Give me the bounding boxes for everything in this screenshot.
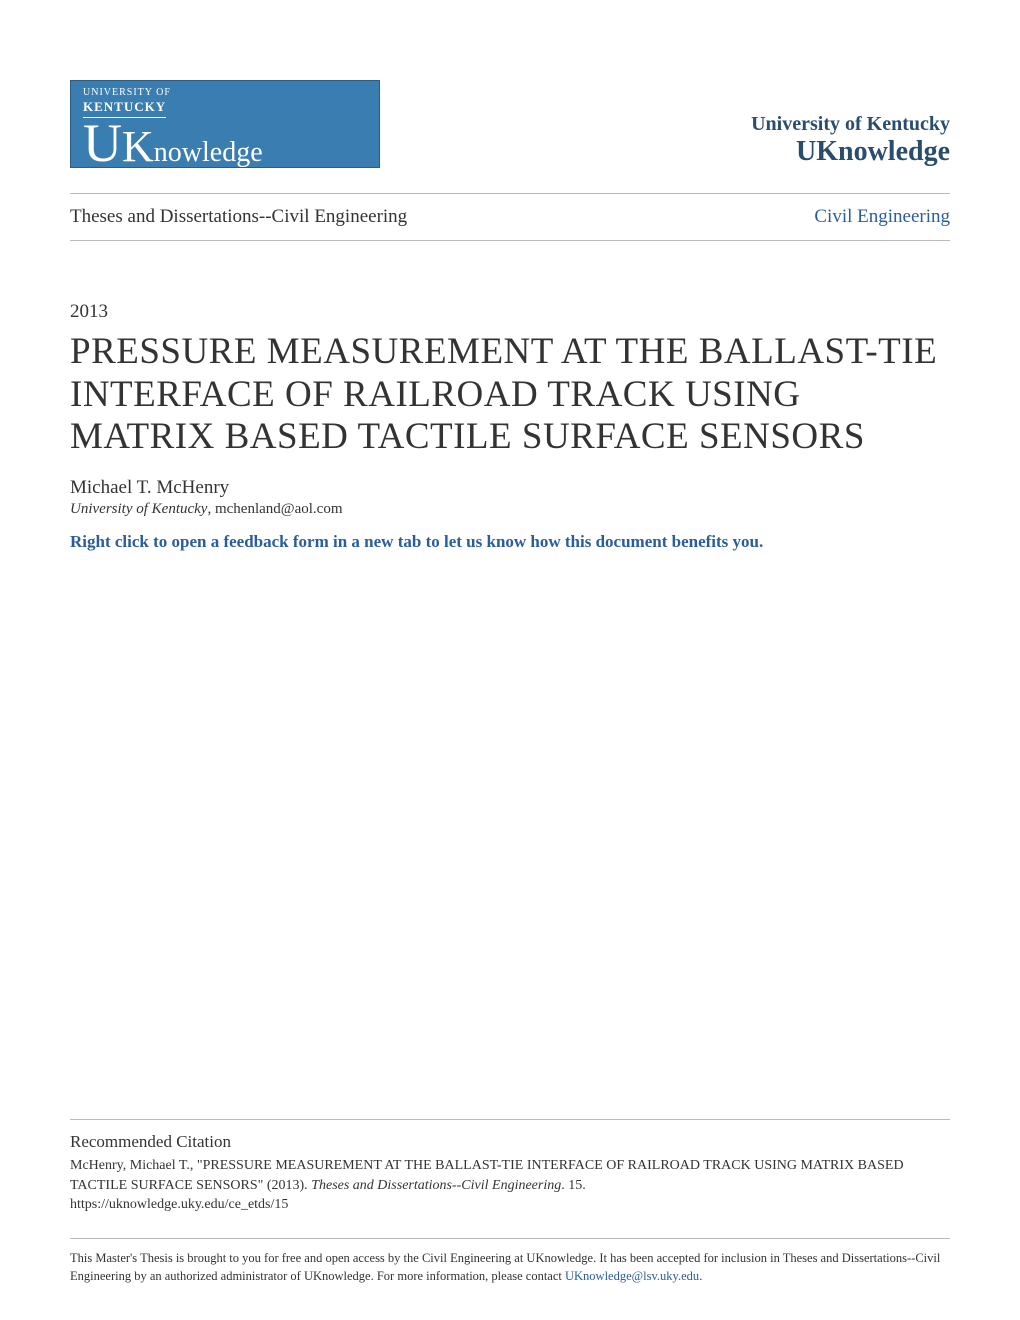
publication-year: 2013 bbox=[70, 301, 950, 323]
feedback-link[interactable]: Right click to open a feedback form in a… bbox=[70, 532, 950, 552]
breadcrumb-collection[interactable]: Theses and Dissertations--Civil Engineer… bbox=[70, 206, 407, 228]
footer-post: . bbox=[699, 1269, 702, 1283]
logo-main-text: UKnowledge bbox=[83, 116, 367, 170]
breadcrumb-bar: Theses and Dissertations--Civil Engineer… bbox=[70, 193, 950, 241]
citation-text: McHenry, Michael T., "PRESSURE MEASUREME… bbox=[70, 1156, 950, 1215]
uknowledge-logo[interactable]: UNIVERSITY OF KENTUCKY UKnowledge bbox=[70, 80, 380, 168]
logo-letter-u: U bbox=[83, 113, 122, 173]
author-email-value: mchenland@aol.com bbox=[215, 501, 343, 517]
logo-rest: nowledge bbox=[154, 137, 263, 168]
affiliation-text: University of Kentucky bbox=[70, 501, 207, 517]
repository-name[interactable]: UKnowledge bbox=[751, 136, 950, 168]
footer-text: This Master's Thesis is brought to you f… bbox=[70, 1251, 940, 1283]
citation-section: Recommended Citation McHenry, Michael T.… bbox=[70, 1119, 950, 1215]
citation-series: Theses and Dissertations--Civil Engineer… bbox=[311, 1178, 561, 1193]
header-section: UNIVERSITY OF KENTUCKY UKnowledge Univer… bbox=[70, 80, 950, 168]
citation-post: . 15. bbox=[561, 1178, 586, 1193]
citation-heading: Recommended Citation bbox=[70, 1132, 950, 1152]
institution-block: University of Kentucky UKnowledge bbox=[751, 113, 950, 168]
author-name: Michael T. McHenry bbox=[70, 477, 950, 499]
logo-top-line: UNIVERSITY OF bbox=[83, 87, 367, 98]
citation-url: https://uknowledge.uky.edu/ce_etds/15 bbox=[70, 1197, 288, 1212]
footer-section: This Master's Thesis is brought to you f… bbox=[70, 1238, 950, 1285]
author-affiliation: University of Kentucky, mchenland@aol.co… bbox=[70, 501, 950, 518]
author-email: , bbox=[207, 501, 215, 517]
logo-letter-k: K bbox=[122, 122, 154, 171]
institution-name: University of Kentucky bbox=[751, 113, 950, 136]
breadcrumb-department-link[interactable]: Civil Engineering bbox=[814, 206, 950, 228]
footer-contact-link[interactable]: UKnowledge@lsv.uky.edu bbox=[565, 1269, 699, 1283]
document-title: PRESSURE MEASUREMENT AT THE BALLAST-TIE … bbox=[70, 331, 950, 459]
